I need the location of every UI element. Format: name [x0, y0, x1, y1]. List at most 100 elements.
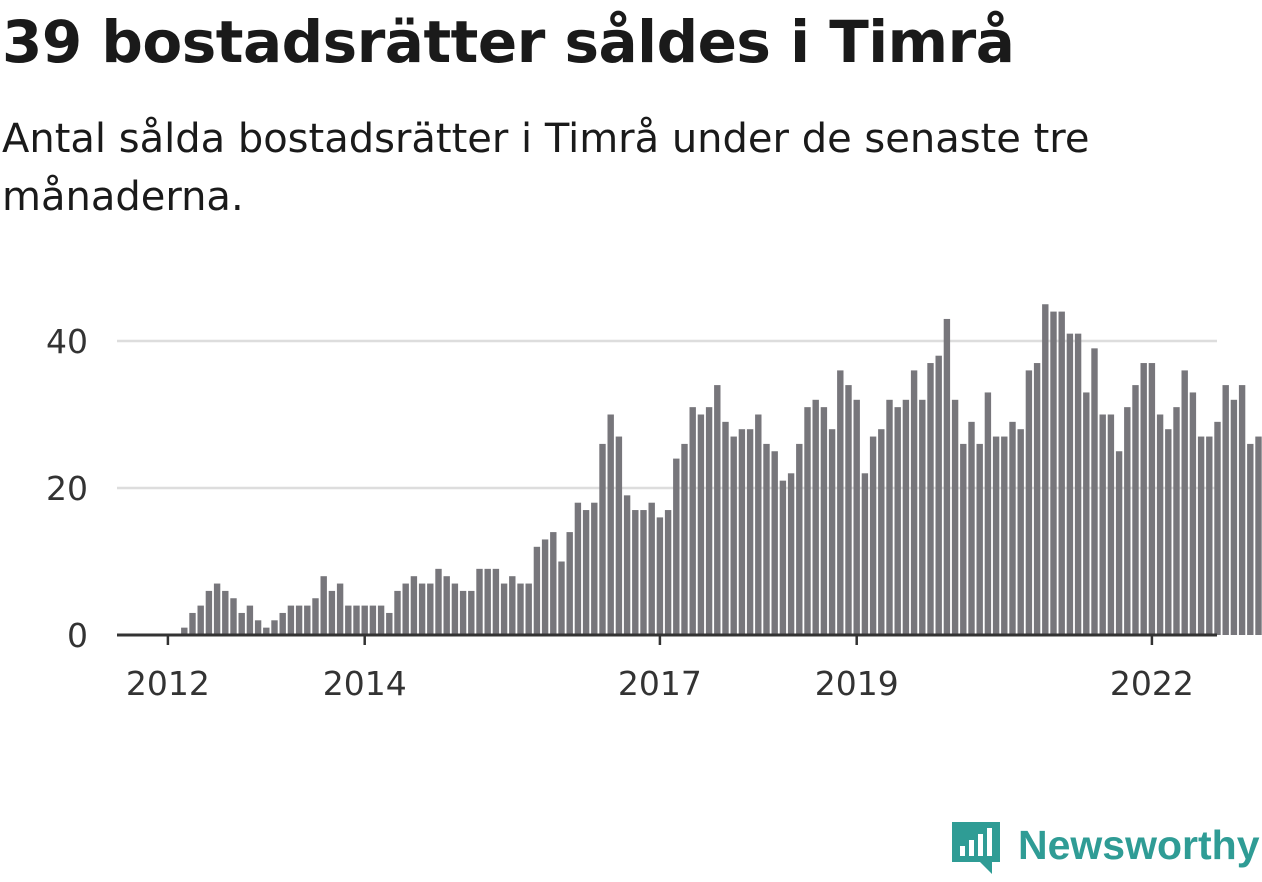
newsworthy-chart-badge-icon [952, 822, 1000, 874]
bar [295, 605, 303, 635]
bar [738, 429, 746, 635]
bar [287, 605, 295, 635]
bar [1066, 333, 1074, 635]
bar [869, 436, 877, 635]
x-tick-label: 2022 [1110, 664, 1194, 703]
bar [181, 627, 188, 635]
bar [263, 627, 270, 635]
bar [1074, 333, 1082, 635]
bar [787, 473, 795, 635]
bar [886, 399, 893, 635]
bar [820, 407, 828, 635]
bar [714, 385, 721, 635]
bar [353, 605, 360, 635]
bar [812, 399, 819, 635]
bar [336, 583, 344, 635]
bar [681, 443, 688, 635]
bar [697, 414, 705, 635]
bar [1140, 363, 1147, 635]
bar [492, 568, 500, 635]
bar [1107, 414, 1115, 635]
bar [878, 429, 885, 635]
bar [927, 363, 934, 635]
bar [1115, 451, 1123, 635]
bar [960, 443, 967, 635]
bar [402, 583, 409, 635]
bar [902, 399, 910, 635]
bar [1173, 407, 1180, 635]
bar [623, 495, 631, 635]
bar [968, 421, 975, 635]
bar [1025, 370, 1033, 635]
bar [427, 583, 434, 635]
bar [861, 473, 869, 635]
bar [550, 532, 557, 635]
bar [746, 429, 754, 635]
newsworthy-logo: Newsworthy [950, 818, 1260, 878]
brand-name: Newsworthy [1018, 822, 1260, 868]
bar [828, 429, 836, 635]
bar [1033, 363, 1041, 635]
bar [943, 318, 951, 635]
bar [205, 590, 213, 635]
bar [656, 517, 664, 635]
bar [935, 355, 942, 635]
bar [213, 583, 221, 635]
bar [1189, 392, 1197, 635]
bar [1001, 436, 1008, 635]
bar [509, 576, 516, 635]
chart-subtitle: Antal sålda bostadsrätter i Timrå under … [2, 116, 1090, 220]
bar [476, 568, 483, 635]
bar [1042, 304, 1049, 635]
bar [189, 612, 196, 635]
chart-title: 39 bostadsrätter såldes i Timrå [2, 8, 1015, 76]
bar [1222, 385, 1229, 635]
bar [451, 583, 459, 635]
bar [304, 605, 311, 635]
bar [484, 568, 491, 635]
bar [345, 605, 352, 635]
bar [705, 407, 713, 635]
bar [1124, 407, 1131, 635]
bar [1230, 399, 1238, 635]
bar [574, 502, 582, 635]
bar [1050, 311, 1057, 635]
bar [1099, 414, 1106, 635]
bar [845, 385, 852, 635]
bar [837, 370, 844, 635]
bar [1083, 392, 1090, 635]
bar [525, 583, 532, 635]
bar [804, 407, 811, 635]
bar [386, 612, 393, 635]
bar [517, 583, 524, 635]
bar [418, 583, 426, 635]
x-tick-label: 2012 [126, 664, 210, 703]
bar [1148, 363, 1156, 635]
bar [976, 443, 983, 635]
bar [197, 605, 204, 635]
bar [566, 532, 573, 635]
bar [328, 590, 336, 635]
y-tick-label: 20 [46, 469, 88, 508]
bar [615, 436, 623, 635]
bar [582, 510, 590, 635]
bar [246, 605, 254, 635]
bar [673, 458, 680, 635]
bar [771, 451, 778, 635]
bar [755, 414, 762, 635]
bar [763, 443, 770, 635]
bar [435, 568, 442, 635]
bar [361, 605, 368, 635]
bar [796, 443, 803, 635]
bar [468, 590, 475, 635]
bar [394, 590, 401, 635]
bar [591, 502, 598, 635]
bar [722, 421, 729, 635]
bar [632, 510, 639, 635]
bar [640, 510, 647, 635]
bar [894, 407, 901, 635]
bar [1214, 421, 1221, 635]
gridlines [117, 339, 1217, 490]
bar [910, 370, 918, 635]
